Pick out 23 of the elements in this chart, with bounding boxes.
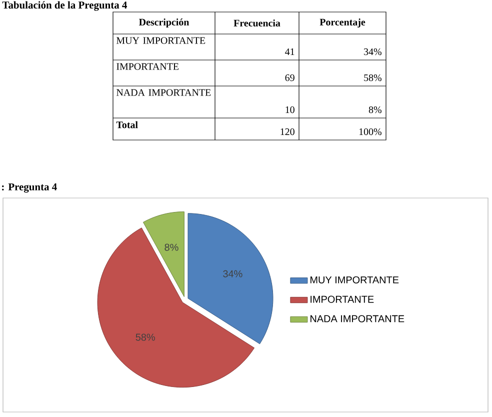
text: MUY IMPORTANTE	[116, 37, 206, 44]
text: Tabulación de la Pregunta 4	[2, 1, 127, 11]
data-label: 8%	[164, 244, 178, 251]
chart-title: : Pregunta 4	[2, 183, 57, 193]
text: 120	[280, 128, 294, 136]
text: 8%	[368, 106, 382, 114]
legend-label: MUY IMPORTANTE	[310, 276, 399, 284]
data-label: 34%	[223, 270, 242, 278]
data-label: 58%	[136, 334, 155, 341]
text: IMPORTANTE	[116, 63, 179, 70]
text: NADA IMPORTANTE	[116, 89, 211, 96]
text: 58%	[364, 74, 382, 82]
text: Descripción	[139, 18, 190, 28]
legend-label: NADA IMPORTANTE	[310, 315, 404, 322]
text: Frecuencia	[234, 19, 280, 27]
text: Porcentaje	[320, 18, 366, 28]
legend-label: IMPORTANTE	[310, 296, 374, 303]
text: 69	[285, 74, 294, 82]
text: 41	[285, 48, 294, 55]
text: 10	[286, 106, 294, 114]
text: 34%	[364, 48, 382, 56]
text: 100%	[359, 128, 382, 136]
text: Total	[116, 121, 138, 128]
